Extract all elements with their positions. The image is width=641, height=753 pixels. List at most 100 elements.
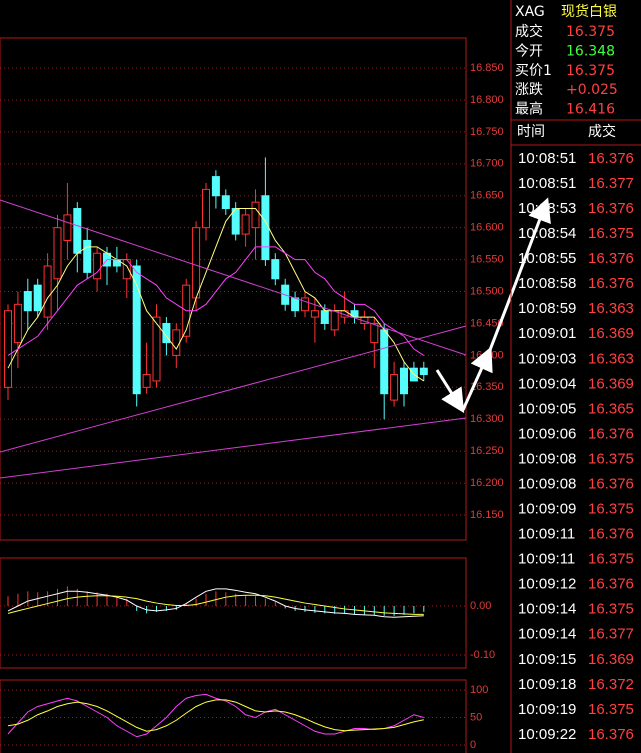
trade-price: 16.376 [588,526,634,543]
trade-time: 10:08:59 [518,300,576,317]
trade-time: 10:09:01 [518,325,576,342]
candle-body [370,322,379,344]
instrument-name: 现货白银 [561,3,617,20]
kdj-panel-border [0,679,467,753]
trade-price: 16.365 [588,400,634,417]
candle-body [211,176,220,197]
trade-time: 10:08:51 [518,175,576,192]
trade-time: 10:09:04 [518,375,576,392]
candle-body [83,239,92,273]
quote-label: 买价1 [515,63,552,79]
trade-time: 10:09:05 [518,400,576,417]
y-tick-label: 16.300 [470,413,504,425]
line-series [7,246,425,356]
trade-price: 16.376 [588,275,634,292]
candle-body [400,367,408,395]
candle-body [33,284,42,312]
y-tick-label: 16.450 [470,317,504,329]
y-tick-label: 50 [470,711,482,723]
annotations [0,197,551,479]
line-series [7,693,424,738]
arrow [513,197,551,286]
candle-body [301,297,309,312]
y-tick-label: 16.650 [470,190,504,202]
candle-body [4,310,12,388]
trade-price: 16.376 [588,250,634,267]
quote-value: +0.025 [566,82,618,98]
y-tick-label: 100 [470,684,488,696]
y-tick-label: 16.200 [470,477,504,489]
trade-time: 10:09:03 [518,350,576,367]
trade-time: 10:09:11 [518,551,575,568]
trade-time: 10:09:15 [518,651,576,668]
trade-price: 16.377 [588,626,634,643]
y-tick-label: 16.350 [470,381,504,393]
trade-price: 16.375 [588,501,634,518]
line-series [7,594,424,615]
y-tick-label: 16.550 [470,254,504,266]
quote-label: 最高 [515,101,543,118]
trade-price: 16.363 [588,350,634,367]
candle-body [271,259,280,280]
trade-price: 16.375 [588,701,634,718]
line-series [7,699,424,732]
candle-body [320,310,329,324]
trade-price: 16.375 [588,450,634,467]
trade-price: 16.372 [588,676,634,693]
trade-time: 10:09:08 [518,450,576,467]
y-tick-label: 16.600 [470,222,504,234]
trade-price: 16.369 [588,651,634,668]
trade-price: 16.376 [588,150,634,167]
trade-time: 10:08:54 [518,225,576,242]
candle-body [172,329,181,356]
quote-value: 16.375 [566,24,615,40]
trade-price: 16.375 [588,601,634,618]
candle-body [221,195,230,210]
main-panel-border [0,37,467,541]
candle-body [93,252,102,280]
symbol: XAG [515,4,545,20]
candle-body [261,195,270,261]
candle-body [291,297,300,312]
line-series [7,208,425,382]
macd-panel-border [0,557,467,669]
y-tick-label: 16.850 [470,62,504,74]
candle-body [419,367,428,376]
trade-time: 10:09:09 [518,501,576,518]
trade-price: 16.376 [588,200,634,217]
trade-time: 10:09:08 [518,475,576,492]
trade-price: 16.375 [588,551,634,568]
plots: 16.15016.20016.25016.30016.35016.40016.4… [0,62,504,751]
quote-label: 今开 [515,43,543,59]
candle-body [13,303,22,344]
candle-body [132,265,141,395]
y-tick-label: 0.00 [470,600,491,612]
quote-label: 成交 [515,23,543,40]
line-series [7,588,424,618]
trade-time: 10:09:06 [518,425,576,442]
candle-body [162,322,171,344]
candle-body [23,291,32,312]
trade-price: 16.376 [588,576,634,593]
trade-time: 10:08:53 [518,200,576,217]
quote-value: 16.375 [566,63,615,79]
quote-value: 16.416 [566,102,615,118]
trade-time: 10:09:14 [518,626,576,643]
trade-price: 16.377 [588,175,634,192]
candle-body [310,310,319,318]
candle-body [112,259,121,267]
column-header: 时间 [517,124,545,140]
arrow [435,369,465,414]
trade-time: 10:08:51 [518,150,576,167]
trade-time: 10:09:19 [518,701,576,718]
candle-body [192,227,201,299]
trade-time: 10:09:18 [518,676,576,693]
trade-time: 10:08:58 [518,275,576,292]
candle-body [251,201,260,229]
y-tick-label: 16.150 [470,509,504,521]
side-panel: 成交 16.375 今开 16.348 买价1 16.375 涨跌 +0.025 最高 16.41… [515,23,634,743]
y-tick-label: 16.700 [470,158,504,170]
trade-time: 10:09:11 [518,526,575,543]
y-tick-label: 16.500 [470,285,504,297]
